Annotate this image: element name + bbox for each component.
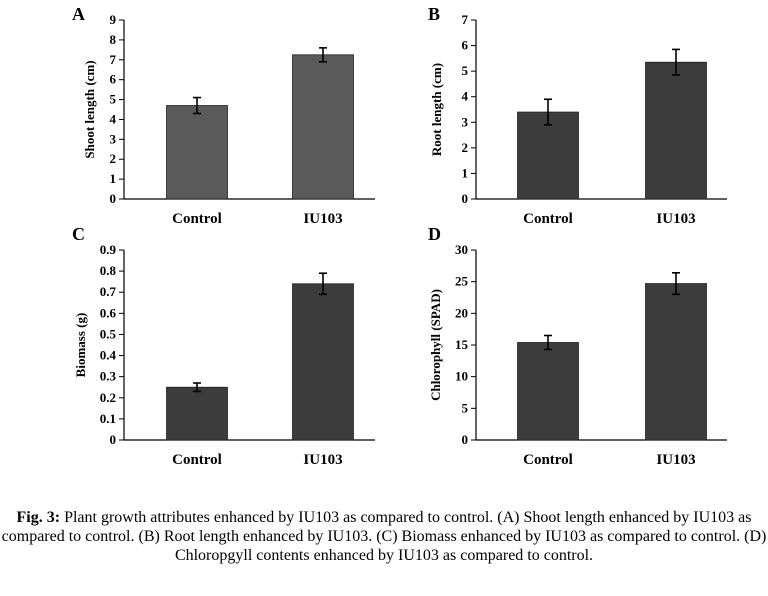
caption-label: Fig. 3: xyxy=(16,509,61,526)
y-tick-label: 0.2 xyxy=(100,390,116,405)
y-tick-label: 0.8 xyxy=(100,263,117,278)
x-tick-label-control: Control xyxy=(172,452,222,468)
y-tick-label: 7 xyxy=(462,12,469,27)
y-tick-label: 4 xyxy=(462,89,469,104)
y-tick-label: 0 xyxy=(110,191,117,206)
y-tick-label: 25 xyxy=(455,274,469,289)
figure-panels: A 0 1 2 3 4 5 6 7 8 9 Shoot length (cm) Control IU103… xyxy=(72,4,727,468)
panel-label-c: C xyxy=(72,224,85,244)
y-tick-label: 0.4 xyxy=(100,348,117,363)
panel-label-b: B xyxy=(428,4,440,24)
chart-panel-d: D 0 5 10 15 20 25 30 Chlorophyll (SPAD) Control IU… xyxy=(428,224,727,468)
figure-caption: Fig. 3: Plant growth attributes enhanced… xyxy=(0,508,768,565)
x-tick-label-iu103: IU103 xyxy=(303,211,342,227)
y-tick-label: 0 xyxy=(462,432,469,447)
y-tick-label: 7 xyxy=(110,52,117,67)
y-tick-label: 0 xyxy=(462,191,469,206)
y-tick-label: 3 xyxy=(110,131,117,146)
y-axis-title: Chlorophyll (SPAD) xyxy=(428,289,443,401)
y-tick-label: 2 xyxy=(462,140,469,155)
y-tick-label: 5 xyxy=(462,63,469,78)
panel-label-a: A xyxy=(72,4,85,24)
x-tick-label-iu103: IU103 xyxy=(303,452,342,468)
y-tick-label: 6 xyxy=(110,72,117,87)
bar-iu103 xyxy=(645,283,707,441)
y-tick-label: 0.9 xyxy=(100,242,117,257)
bar-control xyxy=(166,105,228,200)
y-tick-label: 30 xyxy=(455,242,468,257)
bar-iu103 xyxy=(292,54,354,200)
caption-text: Plant growth attributes enhanced by IU10… xyxy=(1,509,767,564)
x-tick-label-iu103: IU103 xyxy=(656,211,695,227)
y-tick-label: 0.6 xyxy=(100,305,117,320)
y-tick-label: 8 xyxy=(110,32,117,47)
y-tick-label: 15 xyxy=(455,337,469,352)
y-tick-label: 0 xyxy=(110,432,117,447)
x-tick-label-control: Control xyxy=(523,211,573,227)
x-tick-label-control: Control xyxy=(172,211,222,227)
chart-panel-a: A 0 1 2 3 4 5 6 7 8 9 Shoot length (cm) Control IU103 xyxy=(72,4,375,227)
y-tick-label: 0.3 xyxy=(100,369,117,384)
chart-panel-c: C 0 0.1 0.2 0.3 0.4 0.5 0.6 0.7 0.8 0.9 Biomass (g)… xyxy=(72,224,375,468)
y-axis-title: Root length (cm) xyxy=(429,63,444,156)
y-tick-label: 1 xyxy=(462,165,469,180)
y-tick-label: 4 xyxy=(110,111,117,126)
x-tick-label-control: Control xyxy=(523,452,573,468)
y-tick-label: 6 xyxy=(462,38,469,53)
y-tick-label: 0.5 xyxy=(100,326,117,341)
chart-panel-b: B 0 1 2 3 4 5 6 7 Root length (cm) Control IU103 xyxy=(428,4,727,227)
bar-control xyxy=(517,342,579,441)
y-tick-label: 1 xyxy=(110,171,117,186)
y-tick-label: 9 xyxy=(110,12,117,27)
y-tick-label: 2 xyxy=(110,151,117,166)
bar-iu103 xyxy=(645,61,707,200)
y-axis-title: Biomass (g) xyxy=(73,313,88,378)
y-tick-label: 5 xyxy=(110,92,117,107)
y-tick-label: 5 xyxy=(462,400,469,415)
x-tick-label-iu103: IU103 xyxy=(656,452,695,468)
y-tick-label: 20 xyxy=(455,305,468,320)
y-tick-label: 3 xyxy=(462,114,469,129)
y-tick-label: 0.7 xyxy=(100,284,117,299)
panel-label-d: D xyxy=(428,224,441,244)
y-axis-title: Shoot length (cm) xyxy=(82,60,97,158)
y-tick-label: 0.1 xyxy=(100,411,116,426)
y-tick-label: 10 xyxy=(455,369,468,384)
bar-control xyxy=(517,111,579,200)
bar-iu103 xyxy=(292,283,354,441)
bar-control xyxy=(166,386,228,441)
